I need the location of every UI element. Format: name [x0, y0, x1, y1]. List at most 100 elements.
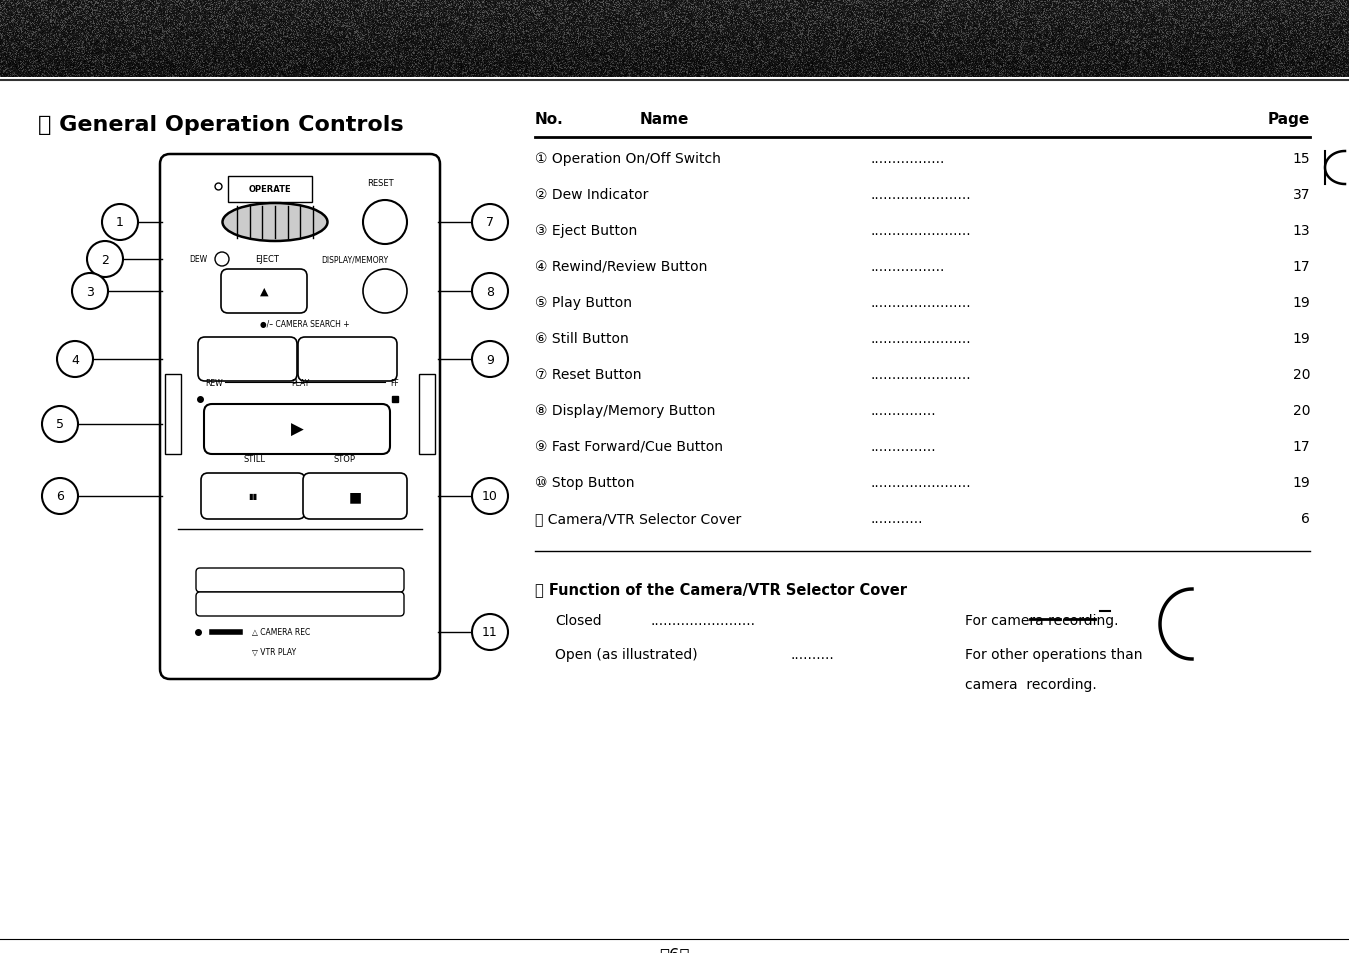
Text: STOP: STOP: [335, 455, 356, 464]
Text: ⑧ Display/Memory Button: ⑧ Display/Memory Button: [536, 403, 715, 417]
Text: 19: 19: [1292, 332, 1310, 346]
Text: .......................: .......................: [870, 368, 971, 381]
FancyBboxPatch shape: [298, 337, 397, 381]
Text: ▮▮: ▮▮: [248, 492, 258, 501]
Text: FF: FF: [390, 378, 399, 387]
Text: .......................: .......................: [870, 332, 971, 346]
Text: .................: .................: [870, 260, 944, 274]
Text: STILL: STILL: [244, 455, 266, 464]
Text: ⑨ Fast Forward/Cue Button: ⑨ Fast Forward/Cue Button: [536, 439, 723, 454]
Text: ............: ............: [870, 512, 923, 525]
Text: 5: 5: [57, 418, 63, 431]
Text: ⑦ Reset Button: ⑦ Reset Button: [536, 368, 642, 381]
Text: DEW: DEW: [189, 255, 206, 264]
Circle shape: [42, 407, 78, 442]
Text: Name: Name: [639, 112, 689, 127]
Text: .......................: .......................: [870, 224, 971, 237]
Text: No.: No.: [536, 112, 564, 127]
Circle shape: [472, 341, 509, 377]
Text: 10: 10: [482, 490, 498, 503]
Text: 17: 17: [1292, 439, 1310, 454]
Text: REW: REW: [205, 378, 223, 387]
Text: 4: 4: [71, 354, 80, 366]
Circle shape: [363, 201, 407, 245]
FancyBboxPatch shape: [204, 405, 390, 455]
Circle shape: [214, 253, 229, 267]
FancyBboxPatch shape: [228, 177, 312, 203]
Circle shape: [86, 242, 123, 277]
Text: △ CAMERA REC: △ CAMERA REC: [252, 627, 310, 637]
Text: 19: 19: [1292, 476, 1310, 490]
Ellipse shape: [223, 204, 328, 242]
Text: ........................: ........................: [650, 614, 755, 627]
Text: 20: 20: [1292, 403, 1310, 417]
Text: .......................: .......................: [870, 476, 971, 490]
Text: ④ Rewind/Review Button: ④ Rewind/Review Button: [536, 260, 707, 274]
FancyBboxPatch shape: [221, 270, 308, 314]
Text: For camera recording.: For camera recording.: [965, 614, 1118, 627]
FancyBboxPatch shape: [196, 593, 403, 617]
Circle shape: [472, 478, 509, 515]
Text: camera  recording.: camera recording.: [965, 678, 1097, 691]
Text: 37: 37: [1292, 188, 1310, 202]
Text: ⑪ Function of the Camera/VTR Selector Cover: ⑪ Function of the Camera/VTR Selector Co…: [536, 581, 907, 597]
Text: 7: 7: [486, 216, 494, 230]
Text: ⑩ Stop Button: ⑩ Stop Button: [536, 476, 634, 490]
Text: 11: 11: [482, 626, 498, 639]
Text: 6: 6: [1302, 512, 1310, 525]
Text: Ⓑ General Operation Controls: Ⓑ General Operation Controls: [38, 115, 403, 135]
Text: 6: 6: [57, 490, 63, 503]
Text: ③ Eject Button: ③ Eject Button: [536, 224, 637, 237]
Text: 20: 20: [1292, 368, 1310, 381]
Circle shape: [472, 615, 509, 650]
Text: RESET: RESET: [367, 178, 394, 188]
Text: 17: 17: [1292, 260, 1310, 274]
FancyBboxPatch shape: [196, 568, 403, 593]
Text: 1: 1: [116, 216, 124, 230]
Text: ⑪ Camera/VTR Selector Cover: ⑪ Camera/VTR Selector Cover: [536, 512, 741, 525]
Text: 3: 3: [86, 285, 94, 298]
Circle shape: [472, 274, 509, 310]
Text: ② Dew Indicator: ② Dew Indicator: [536, 188, 649, 202]
Text: For other operations than: For other operations than: [965, 647, 1143, 661]
Text: ▲: ▲: [260, 287, 268, 296]
Text: .................: .................: [870, 152, 944, 166]
Bar: [165, 375, 181, 455]
Text: Open (as illustrated): Open (as illustrated): [554, 647, 697, 661]
Text: Page: Page: [1268, 112, 1310, 127]
FancyBboxPatch shape: [304, 474, 407, 519]
Text: 13: 13: [1292, 224, 1310, 237]
Text: ...............: ...............: [870, 439, 936, 454]
Circle shape: [363, 270, 407, 314]
Text: OPERATE: OPERATE: [248, 185, 291, 194]
Text: ■: ■: [348, 490, 362, 503]
Text: ●/– CAMERA SEARCH +: ●/– CAMERA SEARCH +: [260, 320, 349, 329]
Bar: [420, 375, 434, 455]
Text: DISPLAY/MEMORY: DISPLAY/MEMORY: [321, 255, 389, 264]
Circle shape: [57, 341, 93, 377]
Text: 9: 9: [486, 354, 494, 366]
Text: ..........: ..........: [791, 647, 834, 661]
Circle shape: [71, 274, 108, 310]
Text: PLAY: PLAY: [291, 378, 309, 387]
Text: 2: 2: [101, 253, 109, 266]
Circle shape: [42, 478, 78, 515]
Text: ▶: ▶: [290, 420, 304, 438]
Text: 8: 8: [486, 285, 494, 298]
Text: 19: 19: [1292, 295, 1310, 310]
Text: ⑤ Play Button: ⑤ Play Button: [536, 295, 631, 310]
Text: 15: 15: [1292, 152, 1310, 166]
FancyBboxPatch shape: [198, 337, 297, 381]
Text: ① Operation On/Off Switch: ① Operation On/Off Switch: [536, 152, 720, 166]
Circle shape: [103, 205, 138, 241]
Text: 〆6〇: 〆6〇: [658, 946, 689, 953]
Text: EJECT: EJECT: [255, 255, 279, 264]
Text: Closed: Closed: [554, 614, 602, 627]
Text: ⑥ Still Button: ⑥ Still Button: [536, 332, 629, 346]
FancyBboxPatch shape: [201, 474, 305, 519]
Text: .......................: .......................: [870, 295, 971, 310]
Circle shape: [472, 205, 509, 241]
Text: .......................: .......................: [870, 188, 971, 202]
Text: ▽ VTR PLAY: ▽ VTR PLAY: [252, 647, 297, 657]
Text: ...............: ...............: [870, 403, 936, 417]
